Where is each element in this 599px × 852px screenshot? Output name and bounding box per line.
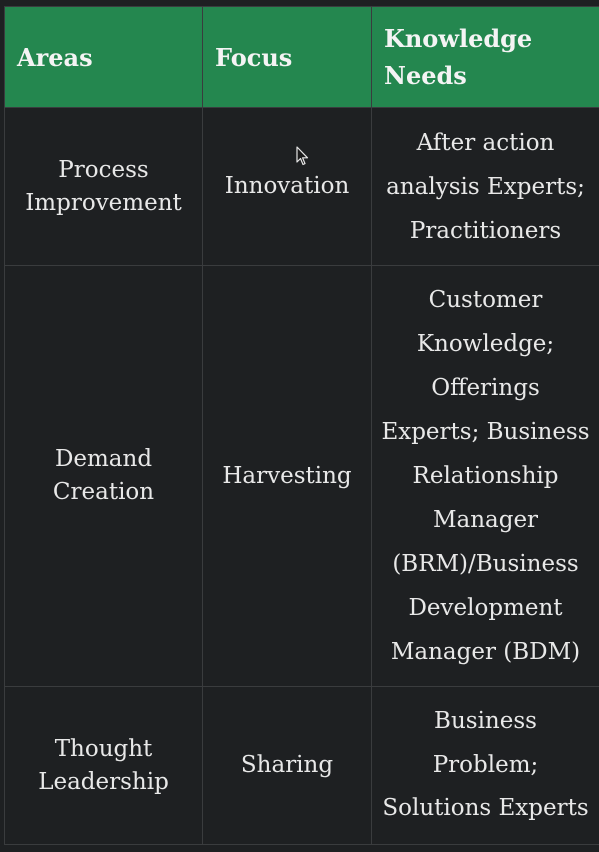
cell-focus: Sharing [202,686,372,845]
cell-area: Process Improvement [4,107,203,266]
table-row: Demand Creation Harvesting Customer Know… [4,265,599,687]
header-areas: Areas [4,6,203,108]
table-body: Process Improvement Innovation After act… [4,107,599,845]
cell-focus: Innovation [202,107,372,266]
header-knowledge-needs: Knowledge Needs [371,6,599,108]
header-focus: Focus [202,6,372,108]
cell-knowledge-needs: Business Problem; Solutions Experts [371,686,599,845]
knowledge-table-container: Areas Focus Knowledge Needs Process Impr… [4,6,599,845]
cell-knowledge-needs: After action analysis Experts; Practitio… [371,107,599,266]
table-row: Process Improvement Innovation After act… [4,107,599,266]
cell-area: Thought Leadership [4,686,203,845]
cell-area: Demand Creation [4,265,203,687]
table-header: Areas Focus Knowledge Needs [4,6,599,108]
table-row: Thought Leadership Sharing Business Prob… [4,686,599,845]
cell-knowledge-needs: Customer Knowledge; Offerings Experts; B… [371,265,599,687]
mouse-pointer-icon [296,146,309,166]
knowledge-table: Areas Focus Knowledge Needs Process Impr… [4,6,599,845]
cell-focus: Harvesting [202,265,372,687]
header-row: Areas Focus Knowledge Needs [4,6,599,108]
